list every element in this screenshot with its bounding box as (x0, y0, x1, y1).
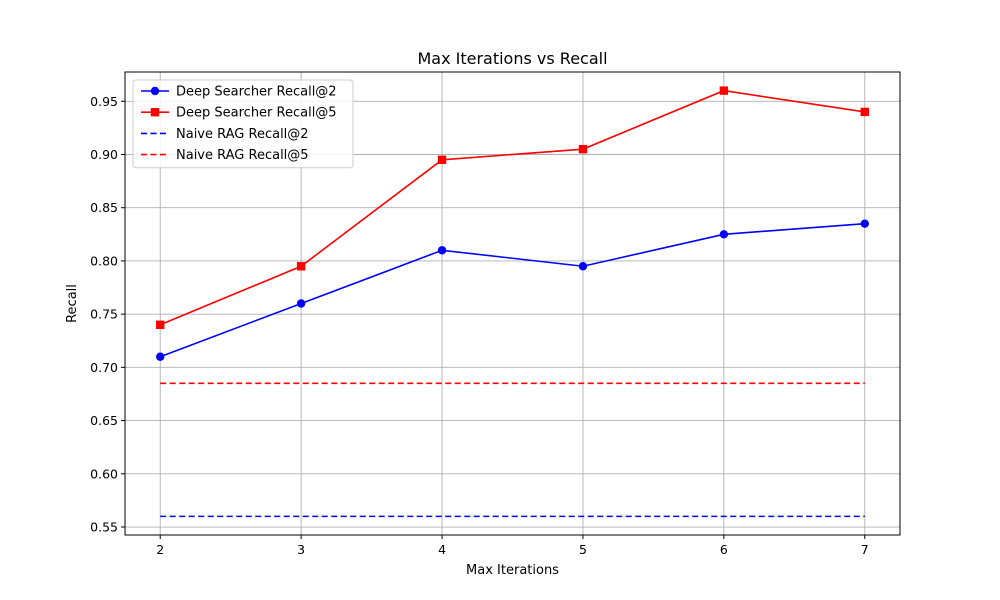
data-point (437, 246, 447, 255)
legend-item: Naive RAG Recall@2 (141, 127, 309, 142)
y-tick-label: 0.85 (90, 200, 118, 215)
legend-label: Naive RAG Recall@2 (176, 127, 309, 142)
data-point (719, 230, 729, 239)
data-point (156, 352, 165, 361)
series-line (159, 89, 865, 326)
x-tick-label: 4 (438, 542, 446, 557)
data-point (156, 320, 165, 329)
chart-title: Max Iterations vs Recall (417, 49, 607, 68)
plot-area (124, 71, 901, 536)
x-axis-label: Max Iterations (466, 563, 559, 578)
legend-marker (150, 86, 160, 96)
x-tick-label: 3 (297, 542, 305, 557)
data-point (578, 144, 588, 154)
legend-label: Deep Searcher Recall@2 (176, 85, 337, 100)
series-deep-searcher-recall-2 (156, 219, 869, 361)
data-point (719, 86, 729, 95)
y-tick-label: 0.60 (90, 466, 118, 481)
y-tick-label: 0.80 (90, 253, 118, 268)
y-tick-label: 0.95 (90, 94, 118, 109)
x-tick-label: 2 (156, 542, 164, 557)
x-tick-label: 5 (579, 542, 587, 557)
y-tick-label: 0.75 (90, 307, 118, 322)
y-tick-label: 0.70 (90, 360, 118, 375)
series-layer (156, 86, 869, 518)
legend: Deep Searcher Recall@2 Deep Searcher Reca… (132, 79, 354, 169)
x-tick-label: 6 (720, 542, 728, 557)
data-point (860, 107, 869, 117)
legend-label: Deep Searcher Recall@5 (176, 106, 337, 121)
series-deep-searcher-recall-5 (156, 86, 869, 329)
data-point (296, 262, 306, 271)
y-axis: 0.55 0.60 0.65 0.70 0.75 0.80 0.85 0.90 0.95 (90, 94, 125, 535)
x-axis: 2 3 4 5 6 7 (156, 535, 869, 557)
legend-label: Naive RAG Recall@5 (176, 148, 309, 163)
legend-item: Deep Searcher Recall@2 (141, 85, 337, 100)
data-point (437, 155, 447, 165)
series-line (159, 222, 865, 358)
legend-item: Naive RAG Recall@5 (141, 148, 309, 163)
y-axis-label: Recall (65, 284, 80, 323)
y-tick-label: 0.90 (90, 147, 118, 162)
legend-item: Deep Searcher Recall@5 (141, 106, 337, 121)
data-point (578, 262, 588, 271)
legend-marker (150, 108, 160, 117)
y-tick-label: 0.55 (90, 520, 118, 535)
legend-frame (132, 79, 354, 169)
y-tick-label: 0.65 (90, 413, 118, 428)
x-tick-label: 7 (861, 542, 869, 557)
data-point (860, 219, 869, 228)
data-point (296, 299, 306, 308)
